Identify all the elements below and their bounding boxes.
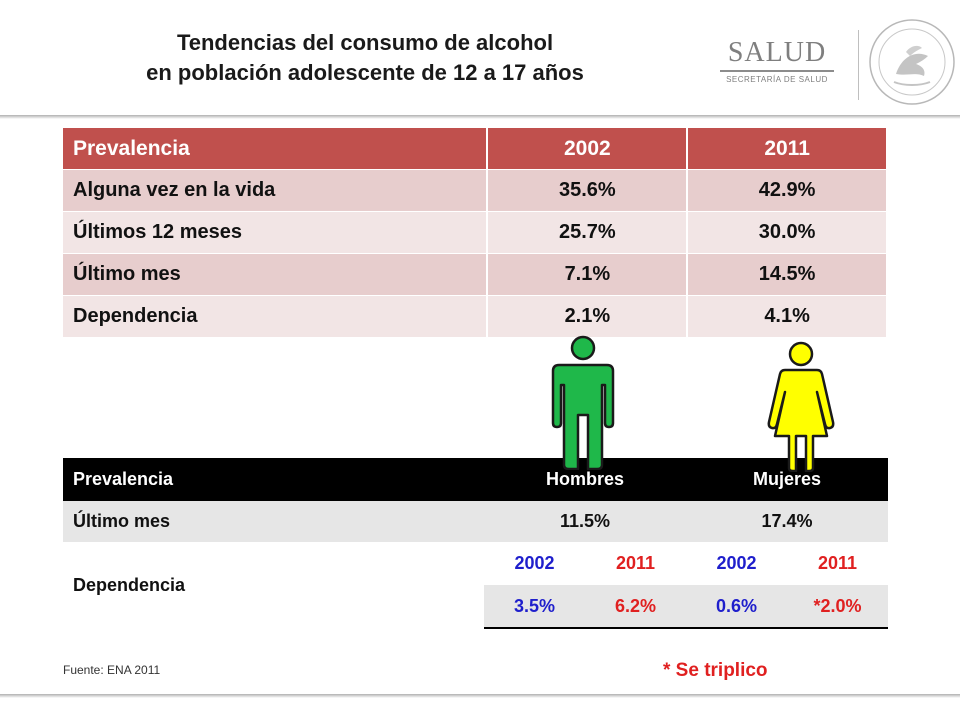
header-2011: 2011 bbox=[687, 128, 888, 170]
value-2002: 35.6% bbox=[487, 169, 689, 212]
row-label: Alguna vez en la vida bbox=[63, 169, 489, 212]
value-mujeres-2011: *2.0% bbox=[787, 585, 888, 629]
gender-table-header: Prevalencia Hombres Mujeres bbox=[63, 458, 888, 501]
title-line-2: en población adolescente de 12 a 17 años bbox=[146, 60, 584, 85]
header-2002: 2002 bbox=[487, 128, 689, 170]
dependencia-years-row: Dependencia 2002 2011 2002 2011 bbox=[63, 542, 888, 595]
prevalence-table: Prevalencia 2002 2011 Alguna vez en la v… bbox=[63, 128, 888, 338]
footnote-text: * Se triplico bbox=[663, 660, 768, 681]
table-row: Último mes 7.1% 14.5% bbox=[63, 253, 888, 296]
female-figure-icon bbox=[767, 341, 835, 472]
header-prevalencia: Prevalencia bbox=[63, 128, 489, 170]
mexican-coat-of-arms-seal-icon bbox=[869, 19, 955, 105]
value-2002: 7.1% bbox=[487, 253, 689, 296]
value-2002: 25.7% bbox=[487, 211, 689, 254]
value-hombres: 11.5% bbox=[484, 501, 686, 542]
value-2002: 2.1% bbox=[487, 295, 689, 338]
value-hombres-2011: 6.2% bbox=[585, 585, 686, 629]
table-row: Últimos 12 meses 25.7% 30.0% bbox=[63, 211, 888, 254]
logo-sub-text: SECRETARÍA DE SALUD bbox=[726, 75, 828, 84]
row-label: Dependencia bbox=[73, 574, 186, 595]
salud-logo: SALUD SECRETARÍA DE SALUD bbox=[712, 38, 842, 84]
footer-divider bbox=[0, 694, 960, 698]
logo-separator bbox=[858, 30, 859, 100]
table-row: Alguna vez en la vida 35.6% 42.9% bbox=[63, 169, 888, 212]
value-hombres-2002: 3.5% bbox=[484, 585, 585, 629]
logo-main-text: SALUD bbox=[727, 37, 827, 68]
header-prevalencia: Prevalencia bbox=[63, 458, 484, 501]
row-label: Dependencia bbox=[63, 295, 489, 338]
header-mujeres: Mujeres bbox=[686, 458, 888, 501]
row-label: Últimos 12 meses bbox=[63, 211, 489, 254]
value-mujeres-2002: 0.6% bbox=[686, 585, 787, 629]
value-2011: 30.0% bbox=[687, 211, 888, 254]
year-mujeres-2011: 2011 bbox=[817, 553, 858, 573]
table-row: Último mes 11.5% 17.4% bbox=[63, 501, 888, 542]
header-divider bbox=[0, 115, 960, 119]
gender-table: Prevalencia Hombres Mujeres Último mes 1… bbox=[63, 458, 888, 629]
title-line-1: Tendencias del consumo de alcohol bbox=[176, 30, 554, 55]
slide-title: Tendencias del consumo de alcohol en pob… bbox=[60, 28, 670, 88]
source-text: Fuente: ENA 2011 bbox=[63, 663, 161, 677]
year-hombres-2002: 2002 bbox=[514, 553, 555, 573]
value-2011: 42.9% bbox=[687, 169, 888, 212]
value-2011: 4.1% bbox=[687, 295, 888, 338]
male-figure-icon bbox=[551, 335, 615, 470]
header-hombres: Hombres bbox=[484, 458, 686, 501]
year-hombres-2011: 2011 bbox=[615, 553, 656, 573]
logo-rule bbox=[720, 70, 834, 72]
row-label: Último mes bbox=[63, 501, 484, 542]
dependencia-values-row: 3.5% 6.2% 0.6% *2.0% bbox=[63, 585, 888, 629]
value-2011: 14.5% bbox=[687, 253, 888, 296]
value-mujeres: 17.4% bbox=[686, 501, 888, 542]
table-row: Dependencia 2.1% 4.1% bbox=[63, 295, 888, 338]
row-label: Último mes bbox=[63, 253, 489, 296]
prevalence-table-header: Prevalencia 2002 2011 bbox=[63, 128, 888, 170]
year-mujeres-2002: 2002 bbox=[716, 553, 757, 573]
